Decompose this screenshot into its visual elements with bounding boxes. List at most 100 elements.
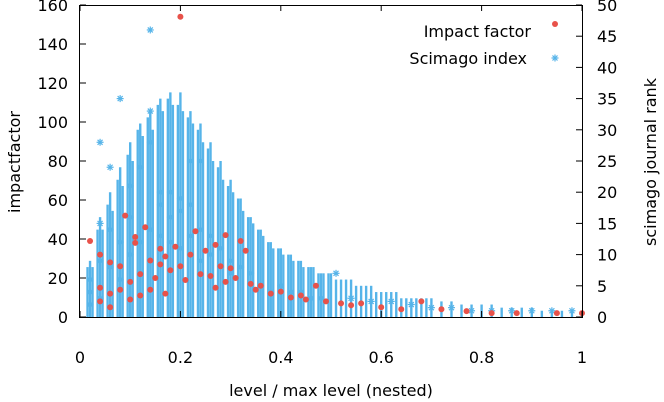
scimago-point	[176, 194, 184, 202]
impact-factor-point	[398, 306, 405, 313]
impact-factor-point	[162, 253, 169, 260]
impact-factor-point	[182, 276, 189, 283]
legend-marker-scimago-index	[551, 54, 559, 62]
scimago-point	[227, 257, 235, 265]
impact-factor-point	[177, 13, 184, 20]
impact-factor-point	[207, 273, 214, 280]
impact-factor-point	[338, 300, 345, 307]
y2-tick-label: 25	[597, 152, 617, 171]
y-axis-label: impactfactor	[5, 111, 24, 213]
scimago-point	[207, 251, 215, 259]
scimago-point	[508, 307, 516, 315]
scimago-point	[146, 26, 154, 34]
y2-tick-label: 10	[597, 246, 617, 265]
impact-factor-point	[553, 310, 560, 317]
x-tick-label: 0.8	[469, 348, 494, 367]
legend-marker-impact-factor	[552, 21, 558, 27]
impact-factor-point	[157, 261, 164, 268]
impact-factor-point	[142, 224, 149, 231]
scimago-point	[116, 95, 124, 103]
scimago-point	[367, 297, 375, 305]
impact-factor-point	[192, 228, 199, 235]
x-tick-label: 1	[577, 348, 587, 367]
legend: Impact factor Scimago index	[409, 21, 559, 68]
scimago-point	[407, 301, 415, 309]
scimago-point	[387, 297, 395, 305]
scimago-point	[146, 107, 154, 115]
impact-factor-point	[257, 282, 264, 289]
impact-factor-point	[117, 263, 124, 270]
plot-frame	[79, 5, 583, 318]
scimago-point	[217, 244, 225, 252]
impact-factor-point	[322, 298, 329, 305]
scimago-point	[347, 294, 355, 302]
scimago-point	[186, 201, 194, 209]
y-tick-label: 60	[48, 191, 68, 210]
scimago-point	[86, 288, 94, 296]
impact-factor-point	[212, 284, 219, 291]
scimago-point	[166, 238, 174, 246]
impact-factor-point	[267, 290, 274, 297]
impact-factor-point	[297, 292, 304, 299]
impact-factor-point	[107, 259, 114, 266]
impact-factor-point	[197, 271, 204, 278]
impact-factor-point	[97, 284, 104, 291]
y2-tick-label: 20	[597, 183, 617, 202]
y2-tick-label: 50	[597, 0, 617, 15]
scimago-point	[568, 307, 576, 315]
y-tick-label: 0	[58, 308, 68, 327]
scimago-point	[196, 157, 204, 165]
impact-factor-point	[127, 278, 134, 285]
scimago-point	[186, 157, 194, 165]
scimago-point	[166, 213, 174, 221]
impact-factor-point	[127, 296, 134, 303]
impact-factor-point	[157, 245, 164, 252]
impact-factor-point	[222, 278, 229, 285]
y2-tick-label: 45	[597, 27, 617, 46]
y-tick-label: 80	[48, 152, 68, 171]
impact-factor-point	[242, 247, 249, 254]
impact-factor-point	[137, 271, 144, 278]
impact-factor-point	[277, 288, 284, 295]
scimago-point	[332, 269, 340, 277]
impact-factor-point	[137, 292, 144, 299]
scimago-point	[227, 269, 235, 277]
series-impact-factor	[87, 13, 585, 317]
impact-factor-point	[247, 280, 254, 287]
y2-axis-label: scimago journal rank	[641, 77, 660, 246]
impact-factor-point	[187, 251, 194, 258]
y2-tick-label: 15	[597, 214, 617, 233]
impact-factor-point	[488, 310, 495, 317]
impact-factor-point	[107, 290, 114, 297]
impact-factor-point	[438, 306, 445, 313]
axes	[79, 5, 583, 318]
impact-factor-point	[252, 286, 259, 293]
y2-tick-label: 5	[597, 277, 607, 296]
impact-factor-point	[302, 296, 309, 303]
scimago-point	[126, 213, 134, 221]
impact-factor-point	[162, 290, 169, 297]
scimago-point	[96, 219, 104, 227]
impact-factor-point	[513, 310, 520, 317]
plot-area	[86, 13, 585, 317]
scimago-point	[116, 238, 124, 246]
scimago-point	[86, 301, 94, 309]
scimago-point	[207, 232, 215, 240]
impact-factor-point	[122, 212, 129, 219]
scimago-point	[447, 304, 455, 312]
y-tick-label: 100	[37, 113, 68, 132]
scimago-point	[277, 282, 285, 290]
impact-factor-point	[202, 247, 209, 254]
scimago-point	[106, 163, 114, 171]
impact-factor-point	[418, 298, 425, 305]
impact-factor-point	[152, 275, 159, 281]
impact-factor-point	[172, 243, 179, 250]
scimago-point	[186, 232, 194, 240]
impact-factor-point	[348, 302, 355, 309]
scimago-point	[287, 288, 295, 296]
scimago-point	[196, 226, 204, 234]
scimago-point	[237, 263, 245, 271]
scimago-point	[528, 307, 536, 315]
impact-factor-point	[217, 263, 224, 270]
